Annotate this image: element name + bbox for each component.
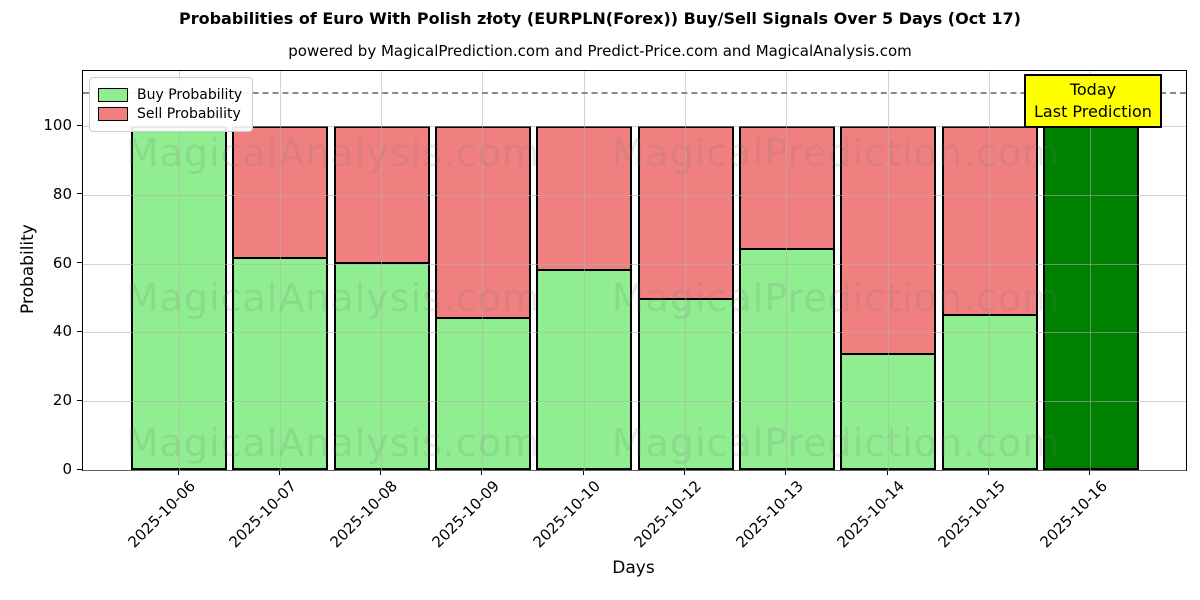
x-tick-mark — [278, 470, 280, 475]
x-tick-mark — [988, 470, 990, 475]
watermark-text: MagicalPrediction.com — [611, 276, 1061, 320]
h-gridline — [83, 332, 1186, 334]
chart-subtitle: powered by MagicalPrediction.com and Pre… — [288, 42, 912, 60]
x-tick-label-text: 2025-10-14 — [833, 477, 909, 552]
x-tick-label-text: 2025-10-07 — [225, 477, 301, 552]
y-tick-mark — [77, 330, 82, 332]
y-tick-label: 20 — [52, 391, 72, 410]
buy-swatch-icon — [98, 88, 128, 102]
y-tick-mark — [77, 262, 82, 264]
h-gridline — [83, 194, 1186, 196]
watermark-text: MagicalAnalysis.com — [125, 421, 541, 465]
v-gridline — [887, 71, 889, 470]
x-axis-title: Days — [612, 558, 655, 578]
today-annotation-line1: Today — [1069, 80, 1117, 99]
y-tick-mark — [77, 193, 82, 195]
x-tick-mark — [785, 470, 787, 475]
x-tick-mark — [177, 470, 179, 475]
legend-label-buy: Buy Probability — [137, 87, 243, 103]
x-tick-mark — [481, 470, 483, 475]
y-tick-mark — [77, 124, 82, 126]
y-tick-label: 100 — [43, 116, 72, 135]
h-gridline — [83, 470, 1186, 471]
v-gridline — [583, 71, 585, 470]
x-tick-label-text: 2025-10-16 — [1036, 477, 1111, 552]
y-tick-mark — [77, 468, 82, 470]
watermark-text: MagicalAnalysis.com — [125, 276, 541, 320]
legend-item-sell: Sell Probability — [98, 106, 242, 122]
legend-item-buy: Buy Probability — [98, 87, 242, 103]
v-gridline — [1090, 71, 1092, 470]
y-tick-label: 60 — [52, 253, 72, 272]
threshold-dashed-line — [83, 91, 1186, 94]
h-gridline — [83, 263, 1186, 265]
y-tick-label: 80 — [52, 184, 72, 203]
x-tick-mark — [684, 470, 686, 475]
today-annotation: Today Last Prediction — [1023, 74, 1162, 128]
v-gridline — [989, 71, 991, 470]
v-gridline — [685, 71, 687, 470]
v-gridline — [178, 71, 180, 470]
watermark-text: MagicalAnalysis.com — [125, 131, 541, 175]
sell-swatch-icon — [98, 107, 128, 121]
v-gridline — [482, 71, 484, 470]
v-gridline — [786, 71, 788, 470]
h-gridline — [83, 401, 1186, 403]
h-gridline — [83, 126, 1186, 128]
legend-label-sell: Sell Probability — [137, 106, 241, 122]
v-gridline — [279, 71, 281, 470]
watermark-text: MagicalPrediction.com — [611, 421, 1061, 465]
x-tick-label-text: 2025-10-15 — [934, 477, 1010, 552]
x-tick-mark — [1089, 470, 1091, 475]
y-tick-label: 0 — [62, 460, 72, 478]
watermark-text: MagicalPrediction.com — [611, 131, 1061, 175]
chart-title: Probabilities of Euro With Polish złoty … — [178, 9, 1021, 28]
y-tick-label: 40 — [52, 322, 72, 341]
y-tick-mark — [77, 399, 82, 401]
y-axis-title: Probability — [18, 223, 38, 314]
legend: Buy Probability Sell Probability — [89, 77, 254, 132]
x-tick-label-text: 2025-10-06 — [124, 477, 199, 552]
v-gridline — [381, 71, 383, 470]
x-tick-mark — [380, 470, 382, 475]
x-tick-mark — [582, 470, 584, 475]
x-tick-label-text: 2025-10-10 — [529, 477, 605, 552]
x-tick-label-text: 2025-10-12 — [630, 477, 706, 552]
plot-area: MagicalAnalysis.com MagicalPrediction.com… — [82, 70, 1187, 471]
x-tick-label-text: 2025-10-13 — [732, 477, 807, 552]
today-annotation-line2: Last Prediction — [1034, 102, 1152, 121]
x-tick-label-text: 2025-10-09 — [428, 477, 503, 552]
x-tick-mark — [886, 470, 888, 475]
x-tick-label-text: 2025-10-08 — [327, 477, 402, 552]
